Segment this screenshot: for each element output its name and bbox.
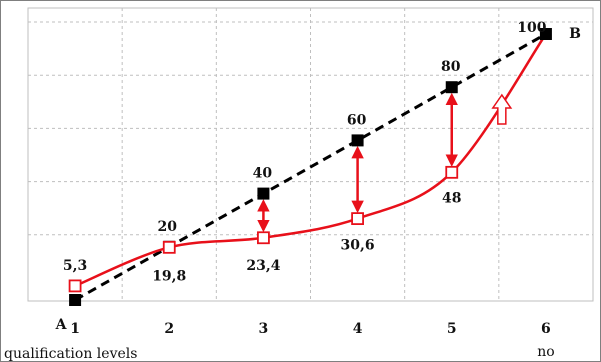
reference-point-5 bbox=[445, 81, 458, 94]
actual-label-4: 30,6 bbox=[341, 238, 375, 254]
actual-label-3: 23,4 bbox=[246, 258, 280, 274]
hollow-up-arrow bbox=[491, 93, 513, 125]
reference-label-2: 20 bbox=[158, 219, 178, 235]
reference-point-3 bbox=[257, 187, 270, 200]
actual-point-3 bbox=[257, 231, 270, 245]
x-tick-label-4: 4 bbox=[353, 321, 363, 337]
actual-point-1 bbox=[68, 279, 82, 293]
endpoint-label-a: A bbox=[55, 317, 68, 333]
reference-point-4 bbox=[351, 134, 364, 147]
reference-series-line bbox=[74, 32, 547, 302]
x-tick-label-6: 6 bbox=[541, 321, 551, 337]
actual-label-5: 48 bbox=[442, 190, 461, 206]
reference-label-6: 100 bbox=[517, 20, 546, 36]
actual-label-2: 19,8 bbox=[152, 268, 186, 284]
x-axis-label: qualification levels bbox=[4, 346, 137, 362]
actual-label-1: 5,3 bbox=[63, 258, 87, 274]
reference-point-6 bbox=[539, 28, 552, 40]
actual-point-2 bbox=[162, 240, 176, 254]
reference-label-3: 40 bbox=[253, 166, 273, 182]
reference-label-4: 60 bbox=[347, 112, 367, 128]
x-tick-label-2: 2 bbox=[164, 321, 174, 337]
reference-label-5: 80 bbox=[441, 59, 461, 75]
actual-series-line bbox=[74, 33, 547, 288]
actual-point-5 bbox=[445, 165, 459, 179]
last-tick-note: no bbox=[537, 344, 554, 360]
endpoint-label-b: B bbox=[569, 26, 581, 42]
x-tick-label-5: 5 bbox=[447, 321, 457, 337]
reference-point-1 bbox=[69, 294, 82, 306]
x-tick-label-1: 1 bbox=[70, 321, 80, 337]
x-tick-label-3: 3 bbox=[259, 321, 269, 337]
actual-point-4 bbox=[351, 212, 364, 226]
